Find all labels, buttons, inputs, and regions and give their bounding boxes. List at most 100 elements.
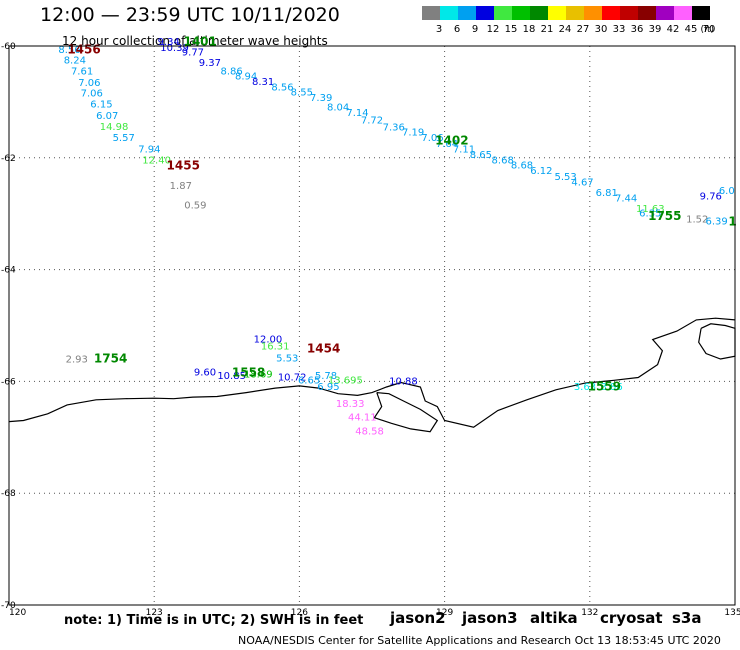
wave-height-label: 11.63 (636, 204, 665, 215)
wave-height-label: 7.06 (421, 133, 443, 144)
wave-height-label: 9.34 (158, 37, 180, 48)
longitude-tick-label: 135 (724, 608, 740, 618)
pass-time-label: 1456 (67, 42, 100, 56)
wave-height-label: 8.55 (291, 87, 313, 98)
legend-label-12: 12 (487, 24, 500, 35)
legend-swatch-12 (476, 6, 494, 20)
coastline-segment (698, 323, 736, 360)
wave-height-label: 16.31 (261, 342, 290, 353)
latitude-tick-label: -60 (1, 42, 16, 52)
wave-height-label: 1.52 (686, 214, 708, 225)
wave-height-label: 8.86 (221, 67, 243, 78)
altimeter-labels: 8.568.247.617.067.066.156.0714.985.577.9… (58, 35, 736, 438)
legend-label-18: 18 (523, 24, 536, 35)
satellite-label-jason2: jason2 (390, 609, 446, 627)
legend-swatch-15 (494, 6, 512, 20)
legend-label-6: 6 (454, 24, 460, 35)
legend-swatch-18 (512, 6, 530, 20)
wave-height-label: 5.57 (113, 133, 135, 144)
legend-swatch-24 (548, 6, 566, 20)
wave-height-label: 7.11 (453, 144, 475, 155)
longitude-tick-label: 126 (291, 608, 308, 618)
wave-height-label: 12.40 (142, 156, 171, 167)
wave-height-label: 9.37 (199, 58, 221, 69)
wave-height-label: 6.39 (705, 217, 727, 228)
wave-height-label: 10.72 (278, 372, 307, 383)
wave-height-label: 7.94 (138, 144, 160, 155)
wave-height-label: 8.94 (235, 72, 257, 83)
legend-swatch-30 (584, 6, 602, 20)
satellite-label-altika: altika (530, 609, 578, 627)
wave-height-label: 7.72 (361, 115, 383, 126)
legend-label-39: 39 (649, 24, 662, 35)
map-frame (8, 45, 736, 606)
wave-height-label: 10.85 (217, 371, 246, 382)
legend-label-70: 70 (703, 24, 716, 35)
wave-height-label: 7.44 (615, 194, 637, 205)
wave-height-label: 14.98 (100, 122, 129, 133)
credit-line: NOAA/NESDIS Center for Satellite Applica… (238, 634, 721, 647)
wave-height-label: 8.56 (58, 45, 80, 56)
wave-height-label: 44.11 (348, 413, 377, 424)
wave-height-label: 8.31 (252, 77, 274, 88)
pass-time-label: 1558 (232, 366, 265, 380)
wave-height-label: 18.69 (244, 370, 273, 381)
legend-swatch-27 (566, 6, 584, 20)
legend-label-3: 3 (436, 24, 442, 35)
wave-height-label: 18.33 (336, 399, 365, 410)
pass-time-label: 1 (728, 215, 736, 229)
coastline-segment (8, 317, 736, 428)
wave-height-label: 8.56 (271, 82, 293, 93)
wave-height-label: 12.00 (254, 334, 283, 345)
legend-label-36: 36 (631, 24, 644, 35)
wave-height-label: 4.67 (571, 177, 593, 188)
wave-height-label: 7.14 (346, 108, 368, 119)
wave-height-label: 7.64 (436, 139, 458, 150)
legend-swatch-33 (602, 6, 620, 20)
wave-height-label: 9.76 (700, 191, 722, 202)
wave-height-label: 8.68 (492, 156, 514, 167)
wave-height-label: 7.06 (78, 78, 100, 89)
pass-time-label: 1402 (435, 134, 468, 148)
wave-height-label: 5.53 (276, 353, 298, 364)
map-axis-labels: 120 123 126 129 132 135 -60 -62 -64 -66 -68 -70 (1, 42, 740, 618)
latitude-tick-label: -64 (1, 266, 16, 276)
legend-swatch-3 (422, 6, 440, 20)
pass-time-label: 1755 (648, 209, 681, 223)
map-title: 12:00 — 23:59 UTC 10/11/2020 (40, 4, 340, 26)
wave-height-label: 48.58 (355, 427, 384, 438)
wave-height-label: 6.95 (317, 382, 339, 393)
wave-height-label: 9.60 (194, 367, 216, 378)
legend-swatch-6 (440, 6, 458, 20)
wave-height-label: 10.39 (160, 43, 189, 54)
legend-swatch-45 (674, 6, 692, 20)
wave-height-label: 3.63 (574, 382, 596, 393)
latitude-tick-label: -70 (1, 601, 16, 611)
legend-label-27: 27 (577, 24, 590, 35)
map-subtitle: 12 hour collection of altimeter wave hei… (62, 34, 328, 48)
latitude-tick-label: -66 (1, 377, 16, 387)
legend-label-45: 45 (685, 24, 698, 35)
wave-height-label: 6.65 (298, 375, 320, 386)
wave-height-label: 6.81 (596, 188, 618, 199)
coastline-segment (373, 392, 439, 433)
wave-height-label: 6.07 (96, 111, 118, 122)
wave-height-label: 7.06 (81, 89, 103, 100)
wave-height-label: 6.0 (719, 186, 735, 197)
legend-label-15: 15 (505, 24, 518, 35)
legend-swatch-21 (530, 6, 548, 20)
legend-swatch-70 (692, 6, 710, 20)
wave-height-label: 10.88 (389, 376, 418, 387)
legend-label-24: 24 (559, 24, 572, 35)
longitude-tick-label: 120 (9, 608, 26, 618)
wave-height-label: 8.65 (470, 150, 492, 161)
legend-swatch-42 (656, 6, 674, 20)
wave-height-label: 6.15 (90, 100, 112, 111)
units-note: note: 1) Time is in UTC; 2) SWH is in fe… (64, 613, 364, 628)
legend-label-21: 21 (541, 24, 554, 35)
wave-height-label: 5.53 (554, 172, 576, 183)
wave-height-label: 7.36 (383, 123, 405, 134)
wave-height-label: 1.87 (170, 181, 192, 192)
wave-height-label: 8.24 (64, 56, 86, 67)
